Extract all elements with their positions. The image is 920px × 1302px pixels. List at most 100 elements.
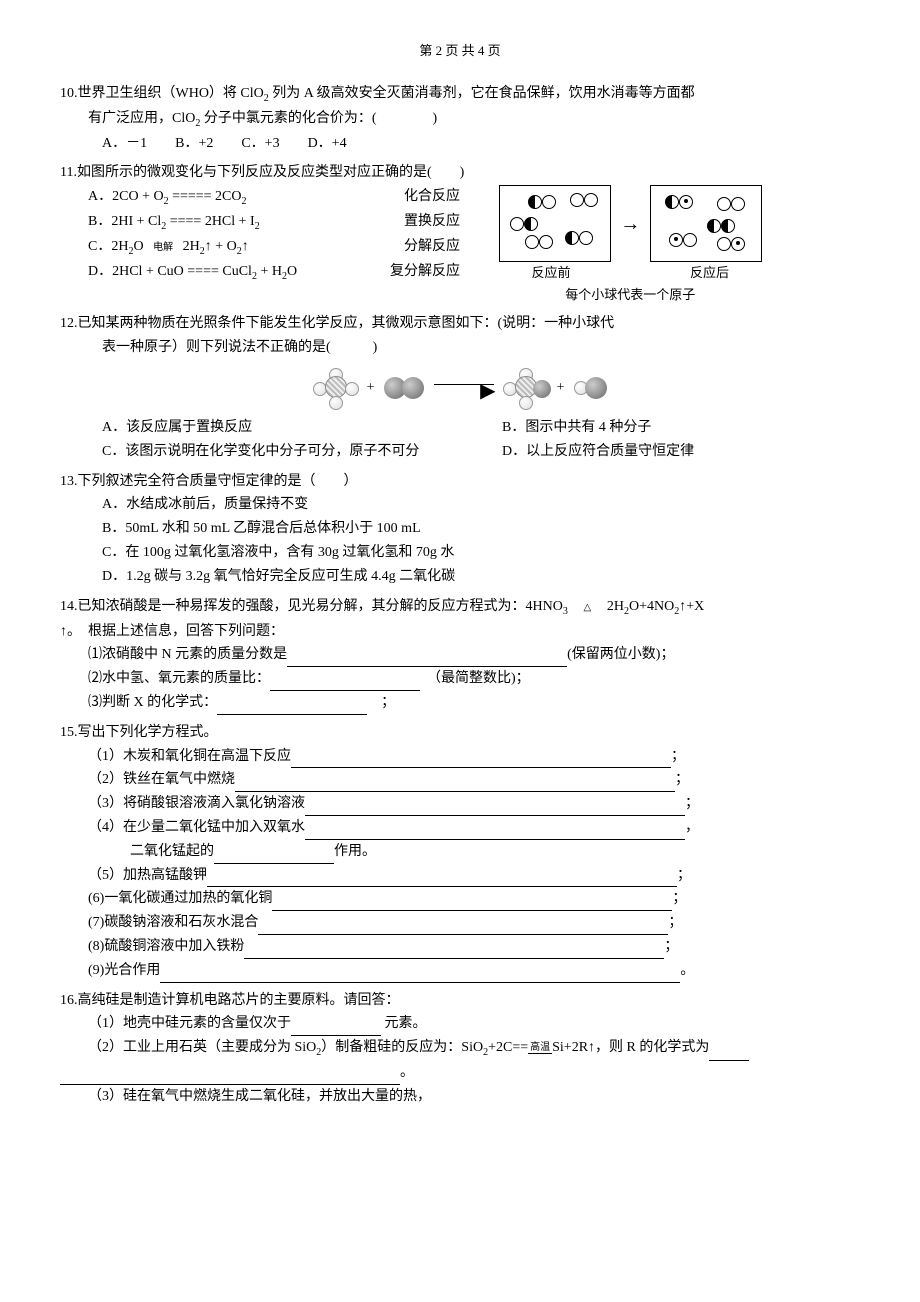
q16-p2b: ）制备粗硅的反应为：SiO [321, 1040, 483, 1055]
q16: 16.高纯硅是制造计算机电路芯片的主要原料。请回答： （1）地壳中硅元素的含量仅… [60, 989, 860, 1109]
q15-p1-blank[interactable] [291, 752, 671, 768]
q14-arrow: △ [571, 595, 603, 619]
q11-c-arrow: 电解 [147, 235, 179, 259]
q14-p2: ⑵水中氢、氧元素的质量比： [88, 671, 270, 686]
q11-c-m2: 2H [179, 239, 200, 254]
q14-p2-blank[interactable] [270, 675, 420, 691]
q10-stem-a: 10.世界卫生组织（WHO）将 ClO [60, 86, 264, 101]
q16-p2-tail: 。 [400, 1065, 414, 1080]
q15-p8: (8)硫酸铜溶液中加入铁粉 [88, 939, 244, 954]
q11-a-m: ===== 2CO [169, 189, 242, 204]
q10-line2a: 有广泛应用，ClO [88, 111, 195, 126]
q14-line2: ↑。 根据上述信息，回答下列问题： [60, 620, 860, 644]
q13-b: B．50mL 水和 50 mL 乙醇混合后总体积小于 100 mL [60, 517, 860, 541]
q14-p1-tail: (保留两位小数)； [567, 647, 674, 662]
q16-p1b: 元素。 [381, 1016, 427, 1031]
q14-d: O+4NO [629, 599, 674, 614]
q16-p3: （3）硅在氧气中燃烧生成二氧化硅，并放出大量的热， [60, 1085, 860, 1109]
q16-stem: 16.高纯硅是制造计算机电路芯片的主要原料。请回答： [60, 989, 860, 1013]
q12-diagram: + ▶ + [60, 368, 860, 408]
q15-p4-blank[interactable] [305, 823, 685, 839]
q14-p3: ⑶判断 X 的化学式： [88, 695, 217, 710]
q13: 13.下列叙述完全符合质量守恒定律的是（ ） A．水结成冰前后，质量保持不变 B… [60, 470, 860, 589]
q11-d-r: 复分解反应 [390, 260, 490, 284]
q12-mol4 [574, 376, 607, 400]
q16-p2-blank1[interactable] [709, 1045, 749, 1061]
q15-p4-tail: ， [685, 820, 699, 835]
q11-c-cond: 电解 [153, 242, 173, 253]
q15-p9: (9)光合作用 [88, 963, 160, 978]
q11-stem: 11.如图所示的微观变化与下列反应及反应类型对应正确的是( ) [60, 161, 860, 185]
q11-b-l: B．2HI + Cl [88, 214, 161, 229]
q12: 12.已知某两种物质在光照条件下能发生化学反应，其微观示意图如下：(说明：一种小… [60, 312, 860, 463]
q12-mol1 [313, 368, 357, 408]
q14-p2-tail: （最简整数比)； [434, 671, 530, 686]
q15-p8-blank[interactable] [244, 942, 664, 958]
q11-after-label: 反应后 [649, 262, 771, 284]
q11-a-r: 化合反应 [404, 185, 490, 209]
q14-p1-blank[interactable] [287, 651, 567, 667]
q15-p7-blank[interactable] [258, 919, 668, 935]
q15-p1: （1）木炭和氧化铜在高温下反应 [88, 749, 291, 764]
q12-plus2: + [557, 380, 565, 395]
q15-p8-tail: ； [664, 939, 678, 954]
q15-p5-tail: ； [677, 868, 691, 883]
q14-p3-blank[interactable] [217, 698, 367, 714]
q15-p4b-blank[interactable] [214, 847, 334, 863]
q12-optd: D．以上反应符合质量守恒定律 [502, 440, 694, 464]
q15-p4: （4）在少量二氧化锰中加入双氧水 [88, 820, 305, 835]
q16-p2c: +2C== [488, 1040, 528, 1055]
q11-box-after [650, 185, 762, 262]
q15-p1-tail: ； [671, 749, 685, 764]
q10-stem-b: 列为 A 级高效安全灭菌消毒剂，它在食品保鲜，饮用水消毒等方面都 [269, 86, 695, 101]
q12-optb: B．图示中共有 4 种分子 [502, 416, 651, 440]
q12-stem2: 表一种原子）则下列说法不正确的是( ) [60, 336, 860, 360]
q11-box-before [499, 185, 611, 262]
q11-d-l: D．2HCl + CuO ==== CuCl [88, 264, 252, 279]
q11-before-label: 反应前 [490, 262, 612, 284]
q10-line2b: 分子中氯元素的化合价为：( ) [200, 111, 437, 126]
q15: 15.写出下列化学方程式。 （1）木炭和氧化铜在高温下反应； （2）铁丝在氧气中… [60, 721, 860, 983]
q16-p1-blank[interactable] [291, 1020, 381, 1036]
q11-b-s2: 2 [255, 221, 260, 232]
q15-p4b: 二氧化锰起的 [130, 844, 214, 859]
q12-optc: C．该图示说明在化学变化中分子可分，原子不可分 [60, 440, 502, 464]
q11-b-r: 置换反应 [404, 210, 490, 234]
q15-p7-tail: ； [668, 915, 682, 930]
q15-p2-tail: ； [675, 772, 689, 787]
q12-plus1: + [367, 380, 375, 395]
q14-cond: △ [583, 602, 591, 613]
q16-p2a: （2）工业上用石英（主要成分为 SiO [88, 1040, 316, 1055]
q11-diagram: → 反应前 反应后 每个小球代表一个原子 [490, 185, 771, 306]
q16-p2-cond: 高温 [528, 1043, 552, 1053]
q15-stem: 15.写出下列化学方程式。 [60, 721, 860, 745]
q15-p6-blank[interactable] [272, 895, 672, 911]
q12-arrow-icon: ▶ [434, 384, 494, 385]
q15-p6: (6)一氧化碳通过加热的氧化铜 [88, 891, 272, 906]
q16-p1a: （1）地壳中硅元素的含量仅次于 [88, 1016, 291, 1031]
q13-c: C．在 100g 过氧化氢溶液中，含有 30g 过氧化氢和 70g 水 [60, 541, 860, 565]
q11-a-s2: 2 [242, 196, 247, 207]
q11-c-l: C．2H [88, 239, 128, 254]
q11-b-m: ==== 2HCl + I [166, 214, 254, 229]
q13-stem: 13.下列叙述完全符合质量守恒定律的是（ ） [60, 470, 860, 494]
q11-caption: 每个小球代表一个原子 [490, 284, 771, 306]
q13-d: D．1.2g 碳与 3.2g 氧气恰好完全反应可生成 4.4g 二氧化碳 [60, 565, 860, 589]
q14-e: ↑+X [679, 599, 704, 614]
q15-p3-blank[interactable] [305, 800, 685, 816]
q16-p2-blank2[interactable] [60, 1068, 400, 1084]
q11-c-r: 分解反应 [404, 235, 490, 259]
q10: 10.世界卫生组织（WHO）将 ClO2 列为 A 级高效安全灭菌消毒剂，它在食… [60, 82, 860, 155]
q11-c-m: O [133, 239, 147, 254]
q15-p9-blank[interactable] [160, 966, 680, 982]
q15-p6-tail: ； [672, 891, 686, 906]
q14-p3-tail: ； [381, 695, 395, 710]
q11-c-m3: ↑ + O [205, 239, 237, 254]
q15-p2-blank[interactable] [235, 776, 675, 792]
q15-p9-tail: 。 [680, 963, 694, 978]
q15-p7: (7)碳酸钠溶液和石灰水混合 [88, 915, 258, 930]
q15-p5-blank[interactable] [207, 871, 677, 887]
q14: 14.已知浓硝酸是一种易挥发的强酸，见光易分解，其分解的反应方程式为：4HNO3… [60, 595, 860, 715]
q11-d-m: + H [257, 264, 282, 279]
q14-a: 14.已知浓硝酸是一种易挥发的强酸，见光易分解，其分解的反应方程式为：4HNO [60, 599, 563, 614]
